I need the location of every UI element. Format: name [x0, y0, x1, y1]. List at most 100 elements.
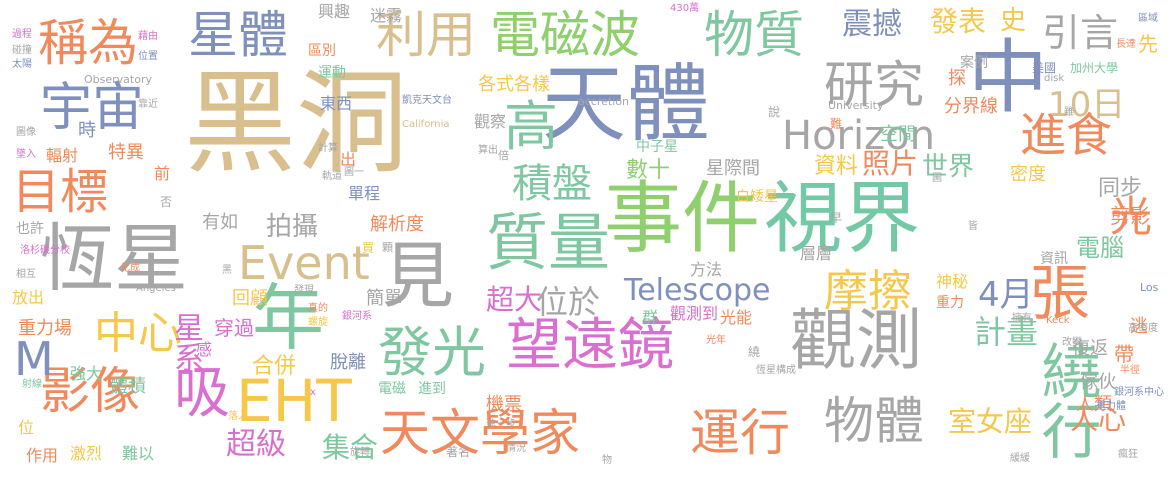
cloud-word: 超級: [226, 427, 286, 462]
cloud-word: x: [310, 387, 316, 398]
cloud-word: 洛杉磯分校: [20, 245, 70, 256]
cloud-word: 真的: [308, 303, 328, 314]
cloud-word: 同步: [1098, 176, 1143, 201]
cloud-word: 中子星: [636, 139, 678, 155]
cloud-word: 情況: [506, 443, 526, 454]
cloud-word: 計算: [318, 143, 338, 154]
cloud-word: 東西: [320, 94, 353, 113]
cloud-word: 相互: [16, 269, 36, 280]
cloud-word: 人心: [1070, 403, 1127, 436]
cloud-word: 有如: [202, 212, 238, 233]
cloud-word: 帶: [1114, 342, 1134, 366]
cloud-word: 物質: [704, 6, 804, 64]
cloud-word: Event: [238, 236, 370, 290]
cloud-word: 光年: [706, 335, 726, 346]
cloud-word: 黑洞: [184, 59, 408, 189]
cloud-word: 加州大學: [1070, 61, 1119, 75]
cloud-word: 位: [18, 418, 35, 437]
cloud-word: 引言: [1042, 11, 1119, 55]
cloud-word: 利用: [376, 6, 476, 64]
cloud-word: 也許: [16, 221, 44, 237]
cloud-word: 逃: [1130, 316, 1148, 337]
cloud-word: 體積: [110, 376, 146, 397]
cloud-word: 年: [252, 276, 325, 360]
cloud-word: California: [402, 119, 450, 130]
cloud-word: Angeles: [136, 283, 176, 294]
cloud-word: 研究: [824, 56, 924, 114]
cloud-word: 圖一: [344, 167, 364, 178]
cloud-word: 算出: [478, 145, 498, 156]
cloud-word: 室女座: [948, 405, 1033, 438]
cloud-word: 天體: [542, 55, 711, 153]
cloud-word: 物: [602, 455, 612, 466]
cloud-word: 天文學家: [380, 404, 580, 462]
cloud-word: 電腦: [1076, 234, 1124, 262]
cloud-word: 進一步: [486, 419, 516, 430]
cloud-word: 顆: [382, 241, 393, 254]
cloud-word: 數十: [626, 158, 671, 183]
cloud-word: 物體: [824, 392, 924, 450]
cloud-word: 脫離: [330, 352, 366, 373]
cloud-word: 墜入: [16, 149, 36, 160]
cloud-word: 放出: [12, 288, 45, 307]
cloud-word: 各式各樣: [478, 74, 550, 95]
cloud-word: 皆: [968, 221, 978, 232]
cloud-word: 倍: [498, 149, 509, 162]
cloud-word: 方法: [690, 260, 723, 279]
cloud-word: 案例: [960, 55, 988, 71]
cloud-word: 區別: [308, 43, 336, 59]
cloud-word: 人類: [1076, 394, 1112, 415]
cloud-word: 高密度: [1128, 323, 1158, 334]
cloud-word: 前: [154, 164, 171, 183]
cloud-word: 超大: [486, 283, 543, 316]
cloud-word: 運行: [690, 404, 790, 462]
cloud-word: 電磁波: [490, 6, 640, 64]
cloud-word: 高: [504, 95, 558, 158]
cloud-word: 繞行: [1031, 340, 1101, 460]
cloud-word: 激烈: [70, 444, 103, 463]
cloud-word: Keck: [1046, 315, 1070, 326]
cloud-word: 難以: [122, 444, 155, 463]
cloud-word: 合併: [252, 354, 297, 379]
cloud-word: 神秘: [936, 272, 969, 291]
cloud-word: 穿過: [214, 316, 254, 340]
cloud-word: 觀測: [790, 302, 922, 379]
cloud-word: 剪影: [1110, 204, 1150, 228]
cloud-word: 資訊: [1040, 251, 1068, 267]
cloud-word: M: [14, 332, 54, 386]
cloud-word: 射線: [22, 379, 42, 390]
cloud-word: 重力場: [18, 318, 72, 339]
cloud-word: 進到: [418, 381, 446, 397]
cloud-word: 雖: [1064, 107, 1074, 118]
cloud-word: Telescope: [624, 273, 771, 308]
cloud-word: 機票: [486, 394, 522, 415]
cloud-word: 難: [830, 117, 843, 131]
cloud-word: 集合: [322, 431, 379, 464]
cloud-word: 重力體: [1096, 401, 1126, 412]
cloud-word: 觀察: [474, 112, 507, 131]
cloud-word: 區域: [1138, 13, 1158, 24]
cloud-word: 觀測到: [670, 304, 719, 323]
cloud-word: 碰撞: [12, 45, 32, 56]
cloud-word: 銀河系中心: [1114, 387, 1164, 398]
cloud-word: 化成: [120, 263, 140, 274]
cloud-word: 探: [948, 68, 966, 89]
cloud-word: 長達: [1116, 39, 1136, 50]
cloud-word: 白矮星: [736, 189, 778, 205]
cloud-word: 世界: [922, 152, 975, 182]
cloud-word: 先: [1138, 32, 1158, 56]
cloud-word: 落入: [228, 411, 248, 422]
cloud-word: accretion: [578, 95, 629, 108]
cloud-word: 特異: [108, 142, 144, 163]
cloud-word: 群: [642, 308, 659, 327]
cloud-word: 張: [1030, 259, 1090, 329]
cloud-word: 買: [362, 241, 375, 255]
cloud-word: 軌道: [322, 171, 342, 182]
cloud-word: 瘋狂: [1118, 449, 1138, 460]
cloud-word: 簡單: [366, 288, 402, 309]
cloud-word: 銀河系: [342, 311, 372, 322]
cloud-word: 密度: [1010, 164, 1046, 185]
cloud-word: 輻射: [46, 146, 79, 165]
cloud-word: 見: [382, 234, 455, 318]
